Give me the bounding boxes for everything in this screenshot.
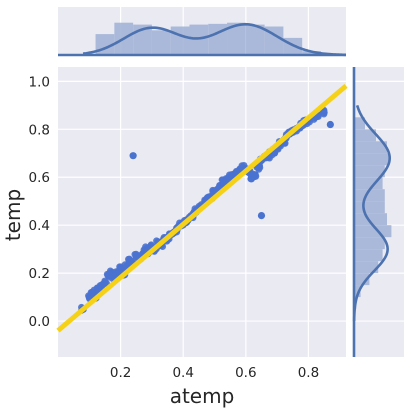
top-hist-bar — [189, 24, 209, 55]
x-tick-label: 0.8 — [298, 365, 319, 381]
right-hist-bar — [354, 189, 385, 202]
top-hist-bar — [245, 24, 265, 55]
top-kde-curve — [82, 22, 347, 57]
right-hist-bar — [354, 117, 365, 130]
right-hist-bar — [354, 129, 376, 142]
right-hist-bar — [354, 165, 385, 178]
right-hist-bar — [354, 273, 370, 286]
right-hist-bar — [354, 261, 379, 274]
y-tick-label: 0.4 — [29, 218, 50, 234]
right-hist-bar — [354, 201, 385, 214]
x-tick-label: 0.4 — [172, 365, 193, 381]
right-hist-bar — [354, 237, 385, 250]
top-hist-bar — [264, 26, 284, 55]
y-tick-label: 0.2 — [29, 266, 50, 282]
y-tick-label: 0.0 — [29, 314, 50, 330]
regression-line-group — [56, 83, 348, 333]
scatter-point — [129, 152, 137, 160]
scatter-point — [256, 164, 264, 171]
y-tick-label: 0.8 — [29, 122, 50, 138]
top-marginal-distribution — [58, 22, 347, 57]
top-hist-bar — [170, 26, 190, 55]
x-tick-label: 0.2 — [110, 365, 131, 381]
right-hist-bar — [354, 141, 387, 154]
scatter-point — [251, 171, 258, 179]
main-plot-background — [58, 67, 346, 357]
x-tick-labels: 0.2 0.4 0.6 0.8 — [110, 365, 319, 381]
right-hist-bar — [354, 249, 383, 262]
right-hist-bar — [354, 177, 383, 190]
y-tick-label: 1.0 — [29, 74, 50, 90]
right-hist-bar — [354, 213, 387, 226]
right-hist-bar — [354, 285, 361, 298]
regression-line — [56, 83, 348, 333]
top-hist-bar — [227, 22, 246, 55]
right-marginal-distribution — [352, 67, 392, 357]
x-tick-label: 0.6 — [235, 365, 256, 381]
y-axis-label: temp — [1, 189, 25, 241]
x-axis-label: atemp — [170, 384, 235, 408]
right-kde-curve — [352, 104, 392, 322]
scatter-point — [257, 211, 266, 220]
scatter-point — [100, 280, 108, 288]
right-hist-bar — [354, 153, 390, 166]
y-tick-label: 0.6 — [29, 170, 50, 186]
right-hist-bar — [354, 225, 392, 238]
top-hist-bar — [302, 51, 321, 55]
y-tick-labels: 0.0 0.2 0.4 0.6 0.8 1.0 — [29, 74, 50, 330]
scatter-point — [326, 120, 334, 129]
top-hist-bar — [151, 30, 171, 55]
